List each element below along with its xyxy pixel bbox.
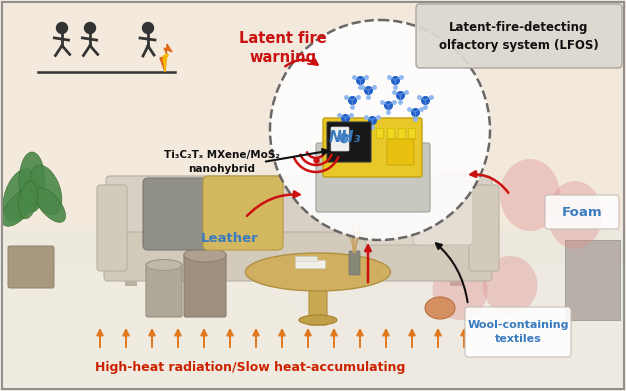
Ellipse shape xyxy=(3,169,37,221)
Circle shape xyxy=(143,23,153,34)
FancyBboxPatch shape xyxy=(413,183,473,245)
Text: High-heat radiation/Slow heat-accumulating: High-heat radiation/Slow heat-accumulati… xyxy=(95,362,405,375)
Bar xyxy=(450,272,462,286)
Ellipse shape xyxy=(30,165,62,215)
FancyBboxPatch shape xyxy=(309,271,327,325)
Ellipse shape xyxy=(433,260,488,320)
Bar xyxy=(376,128,383,138)
Bar xyxy=(565,240,620,320)
FancyBboxPatch shape xyxy=(316,143,430,212)
FancyBboxPatch shape xyxy=(97,185,127,271)
FancyBboxPatch shape xyxy=(327,122,371,162)
FancyBboxPatch shape xyxy=(106,176,492,232)
Text: Wool-containing
textiles: Wool-containing textiles xyxy=(467,320,569,344)
Ellipse shape xyxy=(500,159,560,231)
FancyBboxPatch shape xyxy=(323,118,422,177)
FancyBboxPatch shape xyxy=(545,195,619,229)
FancyBboxPatch shape xyxy=(8,246,54,288)
Bar xyxy=(0,230,626,391)
FancyBboxPatch shape xyxy=(143,178,211,250)
Ellipse shape xyxy=(146,260,182,271)
Polygon shape xyxy=(163,54,168,72)
FancyBboxPatch shape xyxy=(387,139,414,165)
Ellipse shape xyxy=(1,190,34,226)
Ellipse shape xyxy=(299,315,337,325)
Text: Ti₃C₂Tₓ MXene/MoS₂
nanohybrid: Ti₃C₂Tₓ MXene/MoS₂ nanohybrid xyxy=(164,150,280,174)
FancyBboxPatch shape xyxy=(465,307,571,357)
FancyBboxPatch shape xyxy=(331,127,349,151)
FancyBboxPatch shape xyxy=(469,185,499,271)
Bar xyxy=(295,260,325,268)
Ellipse shape xyxy=(245,253,391,291)
FancyBboxPatch shape xyxy=(104,218,492,281)
Circle shape xyxy=(56,23,68,34)
Polygon shape xyxy=(0,0,320,391)
Ellipse shape xyxy=(548,181,602,249)
FancyBboxPatch shape xyxy=(365,180,430,245)
Ellipse shape xyxy=(34,188,66,222)
Ellipse shape xyxy=(19,152,45,212)
Circle shape xyxy=(270,20,490,240)
Polygon shape xyxy=(160,44,172,72)
Bar xyxy=(408,128,415,138)
FancyBboxPatch shape xyxy=(349,251,360,275)
Ellipse shape xyxy=(340,133,348,143)
FancyBboxPatch shape xyxy=(203,176,283,250)
Ellipse shape xyxy=(184,248,226,262)
Ellipse shape xyxy=(202,175,257,245)
FancyBboxPatch shape xyxy=(416,4,622,68)
Ellipse shape xyxy=(483,256,538,314)
Text: Latent-fire-detecting
olfactory system (LFOS): Latent-fire-detecting olfactory system (… xyxy=(439,20,599,52)
Text: Foam: Foam xyxy=(562,206,602,219)
Bar xyxy=(0,265,626,391)
Ellipse shape xyxy=(430,169,480,231)
Bar xyxy=(398,128,405,138)
Text: NH₃: NH₃ xyxy=(329,131,361,145)
Ellipse shape xyxy=(19,181,38,219)
Ellipse shape xyxy=(362,161,418,229)
Bar xyxy=(295,256,317,261)
FancyBboxPatch shape xyxy=(146,263,182,317)
FancyBboxPatch shape xyxy=(184,253,226,317)
Bar xyxy=(125,272,137,286)
Ellipse shape xyxy=(425,297,455,319)
Text: Latent fire
warning: Latent fire warning xyxy=(239,30,327,65)
Bar xyxy=(387,128,394,138)
Circle shape xyxy=(85,23,96,34)
Text: Leather: Leather xyxy=(201,231,259,244)
